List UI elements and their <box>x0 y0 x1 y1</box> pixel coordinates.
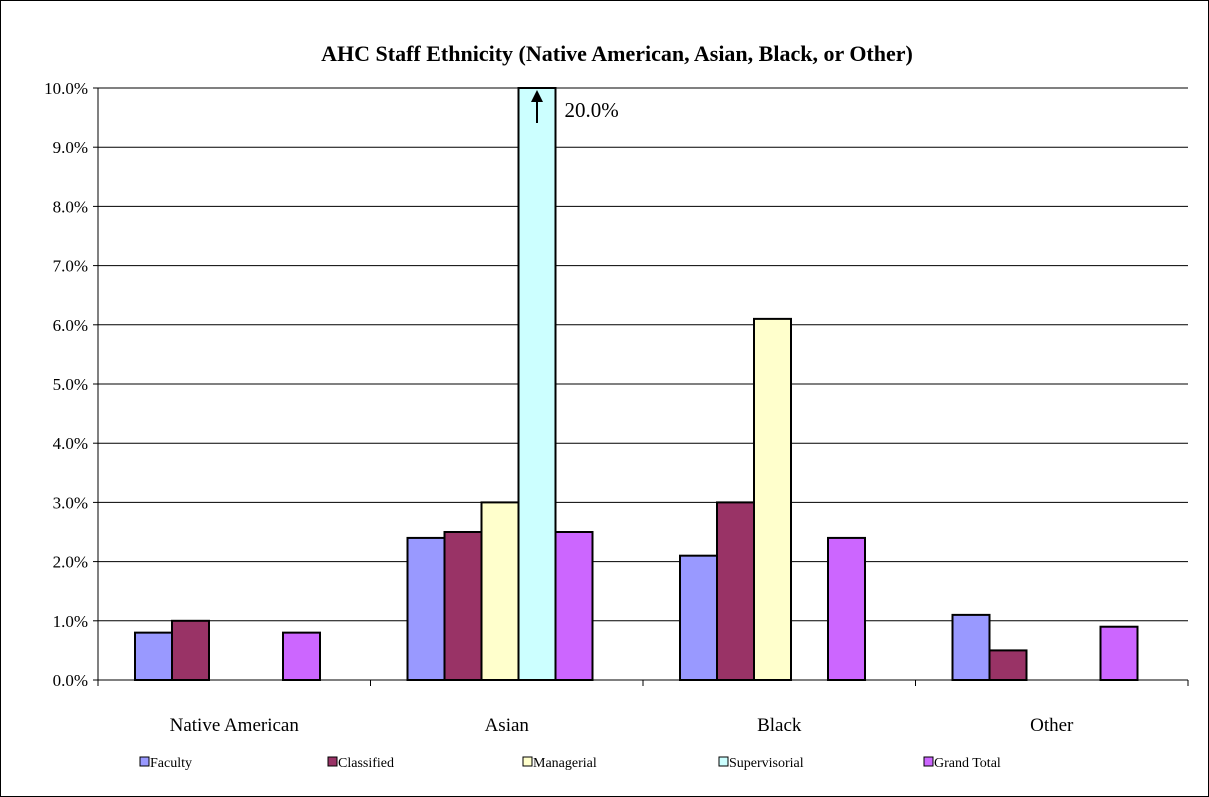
bar-classified <box>443 531 483 681</box>
annotations: 20.0% <box>531 90 619 123</box>
bar-faculty <box>134 631 173 682</box>
legend-swatch <box>718 756 729 767</box>
legend-swatch <box>139 756 150 767</box>
bar-managerial <box>480 501 520 681</box>
legend: Faculty Classified Managerial Supervisorial… <box>139 756 1001 771</box>
axis-labels: 0.0% 1.0% 2.0% 3.0% 4.0% 5.0% 6.0% 7.0% 8.0% 9.0%… <box>44 79 1074 736</box>
bar-grand-total <box>827 536 866 681</box>
y-tick-label: 10.0% <box>44 79 88 98</box>
legend-swatch <box>923 756 934 767</box>
bar-grand-total <box>282 631 321 682</box>
legend-swatch <box>522 756 533 767</box>
bar-faculty <box>406 536 446 681</box>
bar-faculty <box>679 554 718 681</box>
y-tick-label: 0.0% <box>53 671 88 690</box>
bar-classified <box>988 649 1028 682</box>
x-category-label: Other <box>1030 715 1074 736</box>
overflow-value-label: 20.0% <box>565 98 619 122</box>
legend-label: Managerial <box>533 756 597 771</box>
y-tick-label: 1.0% <box>53 612 88 631</box>
bar-faculty <box>951 613 991 682</box>
y-tick-label: 3.0% <box>53 493 88 512</box>
y-tick-label: 9.0% <box>53 138 88 157</box>
bar-grand-total <box>1099 625 1139 681</box>
chart-title: AHC Staff Ethnicity (Native American, As… <box>321 41 913 66</box>
x-category-label: Native American <box>170 715 300 736</box>
bar-grand-total <box>554 531 594 681</box>
x-category-label: Asian <box>485 715 530 736</box>
overflow-arrow-head <box>531 90 543 102</box>
y-tick-label: 7.0% <box>53 257 88 276</box>
y-tick-label: 4.0% <box>53 434 88 453</box>
legend-swatch <box>327 756 338 767</box>
gridlines <box>98 87 1188 622</box>
bar-managerial <box>753 317 792 681</box>
bar-classified <box>716 501 755 681</box>
bar-classified <box>171 619 210 681</box>
legend-label: Supervisorial <box>729 756 804 771</box>
bar-supervisorial <box>517 87 557 681</box>
y-tick-label: 6.0% <box>53 316 88 335</box>
y-tick-label: 8.0% <box>53 197 88 216</box>
legend-label: Faculty <box>150 756 192 771</box>
axes <box>93 87 1189 686</box>
legend-label: Classified <box>338 756 394 771</box>
y-tick-label: 2.0% <box>53 553 88 572</box>
x-category-label: Black <box>757 715 802 736</box>
y-tick-label: 5.0% <box>53 375 88 394</box>
legend-label: Grand Total <box>934 756 1001 771</box>
